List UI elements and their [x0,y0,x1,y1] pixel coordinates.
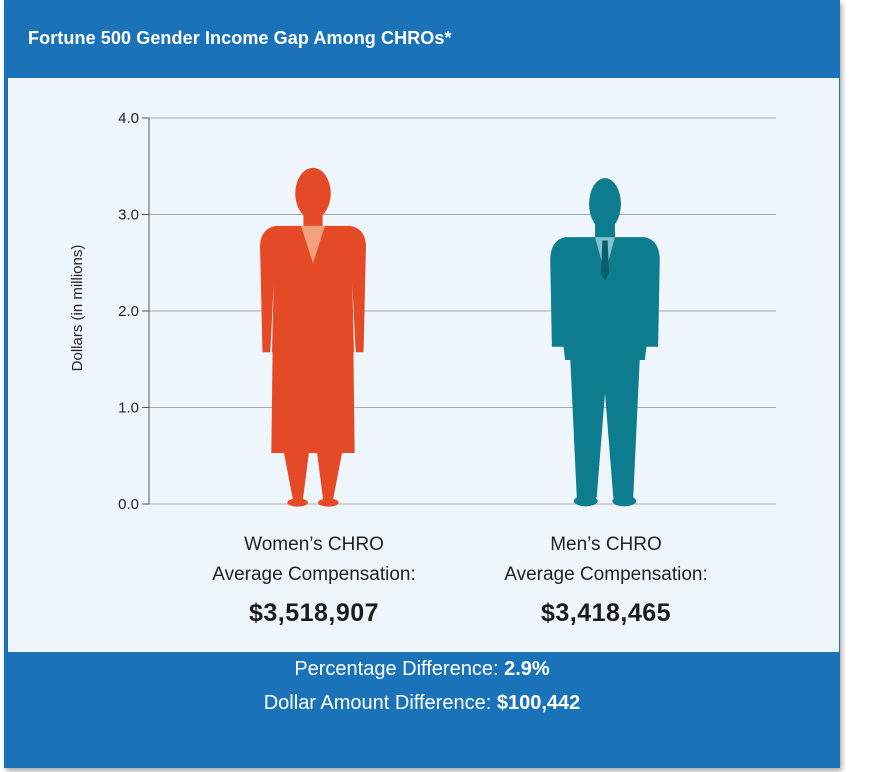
women-value: $3,518,907 [248,599,380,627]
men-label-line2: Average Compensation: [504,564,708,585]
percentage-difference: Percentage Difference: 2.9% [4,652,840,686]
men-label-line1: Men’s CHRO [550,534,662,555]
dollar-difference-value: $100,442 [496,692,581,714]
dollar-difference-label: Dollar Amount Difference: [263,692,492,714]
dollar-difference: Dollar Amount Difference: $100,442 [4,686,840,720]
men-value: $3,418,465 [540,599,672,627]
y-tick-label: 1.0 [118,400,139,417]
percentage-difference-label: Percentage Difference: [294,658,499,680]
women-label-line1: Women’s CHRO [244,534,384,555]
y-tick-label: 0.0 [118,496,139,513]
y-axis-label: Dollars (in millions) [69,245,86,372]
men-category-label: Men’s CHRO Average Compensation: [456,530,756,590]
women-label-line2: Average Compensation: [212,564,416,585]
y-tick-label: 2.0 [118,303,139,320]
summary-footer: Percentage Difference: 2.9% Dollar Amoun… [4,652,840,720]
bar-women-figure [260,167,366,507]
chart-panel: 0.0 1.0 2.0 3.0 4.0 Dollars (in millions) Wo… [8,78,839,652]
bar-men-figure [550,178,660,507]
percentage-difference-value: 2.9% [504,658,550,680]
y-tick-label: 3.0 [118,207,139,224]
y-tick-label: 4.0 [118,110,139,127]
chart-title: Fortune 500 Gender Income Gap Among CHRO… [28,28,452,48]
women-category-label: Women’s CHRO Average Compensation: [164,530,464,590]
infographic-card: Fortune 500 Gender Income Gap Among CHRO… [4,0,840,768]
chart-svg: 0.0 1.0 2.0 3.0 4.0 Dollars (in millions) [69,110,776,513]
